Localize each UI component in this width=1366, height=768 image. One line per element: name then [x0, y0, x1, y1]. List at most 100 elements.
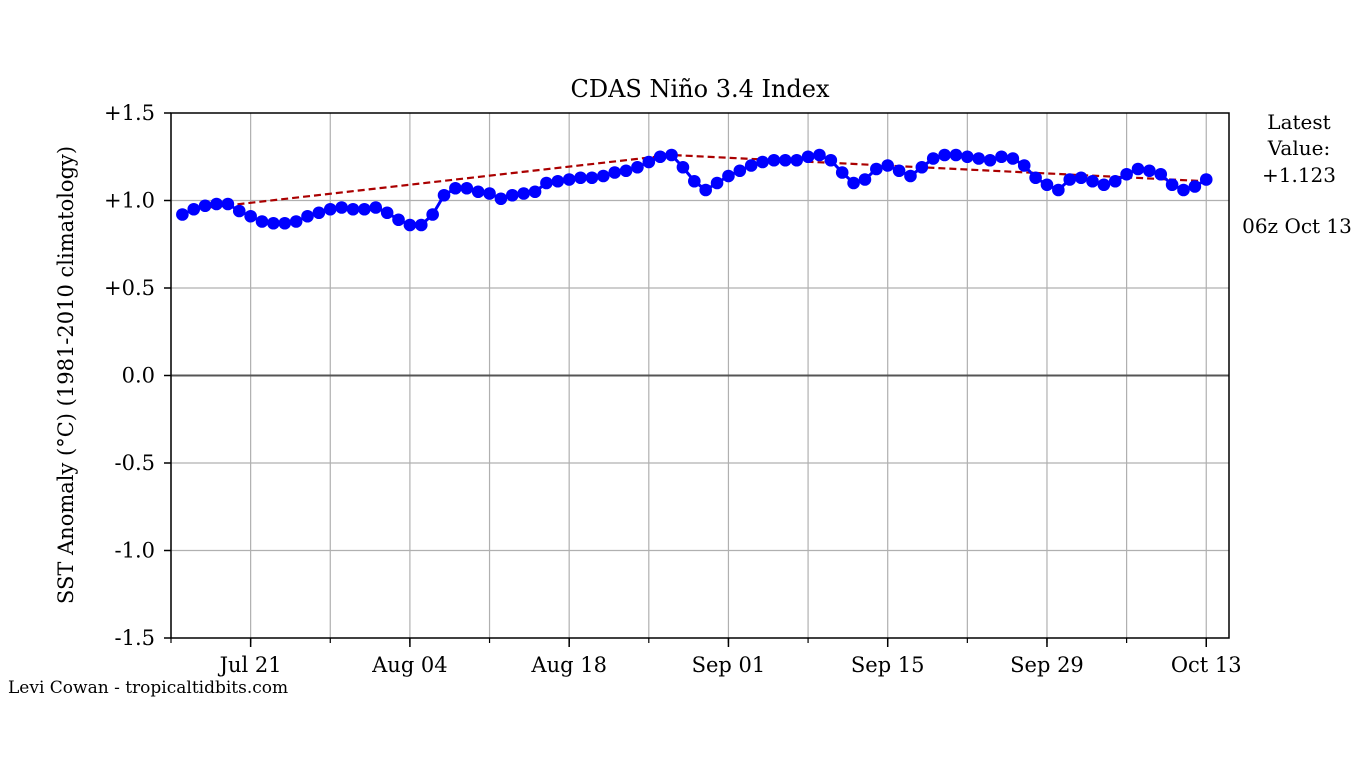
- data-point: [608, 166, 621, 179]
- data-point: [1017, 159, 1031, 172]
- y-axis: +1.5 +1.0 +0.5 0.0 -0.5 -1.0 -1.5: [104, 101, 171, 650]
- data-point: [915, 160, 929, 174]
- data-point: [722, 169, 735, 183]
- data-point: [938, 148, 951, 162]
- data-point: [574, 171, 587, 185]
- data-point: [414, 218, 428, 232]
- x-tick-label: Oct 13: [1171, 653, 1242, 677]
- data-point: [733, 164, 747, 178]
- data-point: [1040, 178, 1054, 192]
- trend-series: [193, 153, 1207, 211]
- data-point: [358, 202, 371, 216]
- data-point: [1131, 162, 1145, 176]
- data-point: [562, 173, 576, 186]
- data-point: [744, 159, 758, 172]
- x-tick-label: Sep 29: [1010, 653, 1084, 677]
- data-point: [437, 188, 451, 202]
- x-tick-label: Sep 01: [692, 653, 766, 677]
- x-axis: Jul 21 Aug 04 Aug 18 Sep 01 Sep 15 Sep 29 Oct …: [170, 638, 1242, 677]
- data-point: [892, 164, 906, 178]
- latest-value: +1.123: [1262, 163, 1336, 187]
- data-point: [756, 155, 769, 169]
- data-point: [323, 202, 337, 216]
- data-point: [505, 188, 519, 202]
- data-point: [176, 208, 189, 221]
- data-point: [1086, 174, 1099, 188]
- data-point: [1188, 180, 1202, 193]
- data-point: [995, 150, 1008, 164]
- x-tick-label: Aug 04: [371, 653, 448, 677]
- data-point: [1165, 178, 1179, 192]
- data-point: [1029, 171, 1042, 185]
- data-point: [1199, 173, 1213, 186]
- data-point: [585, 171, 599, 185]
- data-point: [528, 185, 542, 199]
- data-point: [278, 216, 292, 230]
- data-point: [949, 148, 963, 162]
- data-point: [551, 174, 565, 188]
- data-point: [983, 153, 997, 167]
- y-tick-label: +1.0: [104, 189, 155, 213]
- data-point: [1143, 164, 1156, 178]
- data-point: [904, 169, 917, 183]
- data-point: [540, 176, 553, 190]
- data-point: [1154, 167, 1168, 181]
- latest-label-line2: Value:: [1267, 136, 1330, 160]
- data-point: [1074, 171, 1088, 185]
- data-point: [801, 150, 815, 164]
- data-point: [699, 183, 712, 197]
- data-point: [483, 187, 496, 200]
- y-tick-label: -0.5: [115, 451, 156, 475]
- x-tick-label: Aug 18: [530, 653, 607, 677]
- data-point: [335, 201, 348, 214]
- data-point: [665, 148, 678, 162]
- data-point: [653, 150, 667, 164]
- y-tick-label: +1.5: [104, 101, 155, 125]
- data-point: [312, 206, 326, 220]
- data-point: [289, 215, 303, 228]
- data-point: [824, 153, 838, 167]
- data-point: [642, 155, 656, 169]
- data-point: [1120, 167, 1133, 181]
- data-point: [972, 152, 986, 165]
- data-point: [380, 206, 394, 220]
- data-point: [1097, 178, 1111, 192]
- data-point: [710, 176, 724, 190]
- data-point: [676, 160, 690, 174]
- data-point: [858, 173, 872, 186]
- data-point: [688, 174, 701, 188]
- data-point: [369, 201, 383, 214]
- data-point: [426, 208, 439, 221]
- data-point: [1006, 152, 1020, 165]
- data-point: [232, 204, 246, 218]
- data-point: [255, 215, 269, 228]
- data-point: [494, 192, 508, 206]
- data-point: [517, 187, 530, 200]
- data-point: [460, 181, 474, 195]
- data-point: [403, 218, 417, 232]
- data-point: [870, 162, 883, 176]
- data-point: [1177, 183, 1190, 197]
- chart-title: CDAS Niño 3.4 Index: [570, 75, 830, 103]
- y-tick-label: 0.0: [122, 364, 155, 388]
- data-point: [779, 153, 792, 167]
- anomaly-series: [176, 148, 1213, 232]
- data-point: [926, 152, 940, 165]
- y-axis-label: SST Anomaly (°C) (1981-2010 climatology): [54, 146, 78, 604]
- latest-timestamp: 06z Oct 13: [1242, 214, 1352, 238]
- data-point: [835, 166, 849, 179]
- data-point: [1063, 173, 1077, 186]
- latest-label-line1: Latest: [1267, 110, 1330, 134]
- data-point: [187, 202, 201, 216]
- data-point: [267, 216, 280, 230]
- y-tick-label: +0.5: [104, 276, 155, 300]
- data-point: [790, 153, 803, 167]
- data-point: [767, 153, 781, 167]
- data-point: [210, 197, 223, 211]
- data-point: [847, 176, 860, 190]
- data-point: [301, 209, 314, 223]
- data-point: [619, 164, 633, 178]
- data-point: [244, 209, 257, 223]
- data-point: [449, 181, 462, 195]
